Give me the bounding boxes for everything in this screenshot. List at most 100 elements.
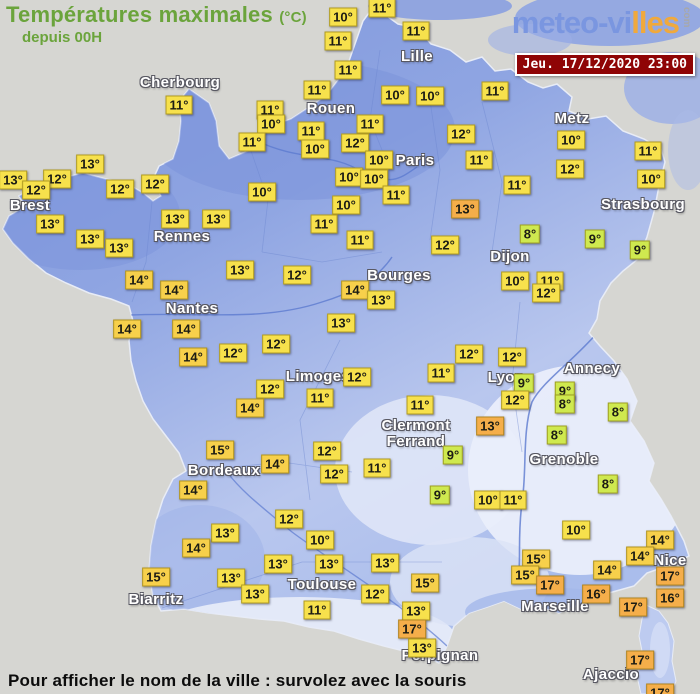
temp-badge[interactable]: 13° bbox=[315, 554, 343, 574]
temp-badge[interactable]: 14° bbox=[160, 280, 188, 300]
temp-badge[interactable]: 11° bbox=[363, 458, 391, 478]
temp-badge[interactable]: 10° bbox=[637, 169, 665, 189]
temp-badge[interactable]: 8° bbox=[554, 394, 576, 414]
temp-badge[interactable]: 14° bbox=[179, 347, 207, 367]
temp-badge[interactable]: 9° bbox=[442, 445, 464, 465]
temp-badge[interactable]: 11° bbox=[402, 21, 430, 41]
temp-badge[interactable]: 12° bbox=[275, 509, 303, 529]
temp-badge[interactable]: 12° bbox=[219, 343, 247, 363]
temp-badge[interactable]: 12° bbox=[106, 179, 134, 199]
temp-badge[interactable]: 10° bbox=[381, 85, 409, 105]
temp-badge[interactable]: 12° bbox=[431, 235, 459, 255]
temp-badge[interactable]: 12° bbox=[532, 283, 560, 303]
temp-badge[interactable]: 8° bbox=[546, 425, 568, 445]
temp-badge[interactable]: 13° bbox=[36, 214, 64, 234]
temp-badge[interactable]: 14° bbox=[113, 319, 141, 339]
temp-badge[interactable]: 16° bbox=[582, 584, 610, 604]
temp-badge[interactable]: 12° bbox=[320, 464, 348, 484]
temp-badge[interactable]: 11° bbox=[481, 81, 509, 101]
temp-badge[interactable]: 14° bbox=[261, 454, 289, 474]
temp-badge[interactable]: 14° bbox=[236, 398, 264, 418]
temp-badge[interactable]: 13° bbox=[217, 568, 245, 588]
temp-badge[interactable]: 12° bbox=[283, 265, 311, 285]
temp-badge[interactable]: 9° bbox=[513, 373, 535, 393]
temp-badge[interactable]: 13° bbox=[76, 154, 104, 174]
temp-badge[interactable]: 11° bbox=[346, 230, 374, 250]
temp-badge[interactable]: 12° bbox=[256, 379, 284, 399]
temp-badge[interactable]: 17° bbox=[398, 619, 426, 639]
temp-badge[interactable]: 11° bbox=[406, 395, 434, 415]
temp-badge[interactable]: 13° bbox=[264, 554, 292, 574]
temp-badge[interactable]: 10° bbox=[562, 520, 590, 540]
temp-badge[interactable]: 11° bbox=[334, 60, 362, 80]
temp-badge[interactable]: 12° bbox=[343, 367, 371, 387]
temp-badge[interactable]: 12° bbox=[43, 169, 71, 189]
temp-badge[interactable]: 9° bbox=[584, 229, 606, 249]
temp-badge[interactable]: 11° bbox=[324, 31, 352, 51]
temp-badge[interactable]: 17° bbox=[626, 650, 654, 670]
temp-badge[interactable]: 15° bbox=[511, 565, 539, 585]
temp-badge[interactable]: 11° bbox=[238, 132, 266, 152]
temp-badge[interactable]: 10° bbox=[329, 7, 357, 27]
temp-badge[interactable]: 17° bbox=[619, 597, 647, 617]
temp-badge[interactable]: 13° bbox=[0, 170, 27, 190]
temp-badge[interactable]: 11° bbox=[465, 150, 493, 170]
temp-badge[interactable]: 12° bbox=[501, 390, 529, 410]
temp-badge[interactable]: 12° bbox=[455, 344, 483, 364]
temp-badge[interactable]: 15° bbox=[206, 440, 234, 460]
temp-badge[interactable]: 13° bbox=[327, 313, 355, 333]
temp-badge[interactable]: 13° bbox=[241, 584, 269, 604]
temp-badge[interactable]: 14° bbox=[646, 530, 674, 550]
temp-badge[interactable]: 14° bbox=[172, 319, 200, 339]
temp-badge[interactable]: 14° bbox=[593, 560, 621, 580]
temp-badge[interactable]: 10° bbox=[332, 195, 360, 215]
temp-badge[interactable]: 11° bbox=[427, 363, 455, 383]
temp-badge[interactable]: 11° bbox=[165, 95, 193, 115]
temp-badge[interactable]: 14° bbox=[182, 538, 210, 558]
temp-badge[interactable]: 14° bbox=[125, 270, 153, 290]
temp-badge[interactable]: 13° bbox=[202, 209, 230, 229]
temp-badge[interactable]: 13° bbox=[105, 238, 133, 258]
temp-badge[interactable]: 13° bbox=[402, 601, 430, 621]
temp-badge[interactable]: 8° bbox=[607, 402, 629, 422]
temp-badge[interactable]: 10° bbox=[257, 114, 285, 134]
temp-badge[interactable]: 13° bbox=[226, 260, 254, 280]
temp-badge[interactable]: 11° bbox=[499, 490, 527, 510]
temp-badge[interactable]: 12° bbox=[341, 133, 369, 153]
temp-badge[interactable]: 17° bbox=[656, 566, 684, 586]
temp-badge[interactable]: 10° bbox=[474, 490, 502, 510]
temp-badge[interactable]: 11° bbox=[356, 114, 384, 134]
temp-badge[interactable]: 10° bbox=[301, 139, 329, 159]
temp-badge[interactable]: 12° bbox=[447, 124, 475, 144]
temp-badge[interactable]: 11° bbox=[368, 0, 396, 18]
temp-badge[interactable]: 13° bbox=[161, 209, 189, 229]
temp-badge[interactable]: 9° bbox=[629, 240, 651, 260]
temp-badge[interactable]: 12° bbox=[556, 159, 584, 179]
temp-badge[interactable]: 11° bbox=[310, 214, 338, 234]
temp-badge[interactable]: 12° bbox=[498, 347, 526, 367]
temp-badge[interactable]: 10° bbox=[557, 130, 585, 150]
temp-badge[interactable]: 11° bbox=[303, 80, 331, 100]
temp-badge[interactable]: 10° bbox=[248, 182, 276, 202]
temp-badge[interactable]: 10° bbox=[335, 167, 363, 187]
temp-badge[interactable]: 15° bbox=[522, 549, 550, 569]
temp-badge[interactable]: 12° bbox=[262, 334, 290, 354]
meteo-villes-logo[interactable]: meteo-villes com bbox=[512, 5, 692, 41]
temp-badge[interactable]: 8° bbox=[519, 224, 541, 244]
temp-badge[interactable]: 10° bbox=[365, 150, 393, 170]
temp-badge[interactable]: 11° bbox=[634, 141, 662, 161]
temp-badge[interactable]: 13° bbox=[211, 523, 239, 543]
temp-badge[interactable]: 11° bbox=[503, 175, 531, 195]
temp-badge[interactable]: 8° bbox=[597, 474, 619, 494]
temp-badge[interactable]: 12° bbox=[313, 441, 341, 461]
temp-badge[interactable]: 11° bbox=[303, 600, 331, 620]
temp-badge[interactable]: 12° bbox=[141, 174, 169, 194]
temp-badge[interactable]: 16° bbox=[656, 588, 684, 608]
temp-badge[interactable]: 10° bbox=[360, 169, 388, 189]
temp-badge[interactable]: 13° bbox=[408, 638, 436, 658]
temp-badge[interactable]: 12° bbox=[22, 180, 50, 200]
temp-badge[interactable]: 11° bbox=[382, 185, 410, 205]
temp-badge[interactable]: 12° bbox=[361, 584, 389, 604]
temp-badge[interactable]: 13° bbox=[367, 290, 395, 310]
temp-badge[interactable]: 11° bbox=[306, 388, 334, 408]
